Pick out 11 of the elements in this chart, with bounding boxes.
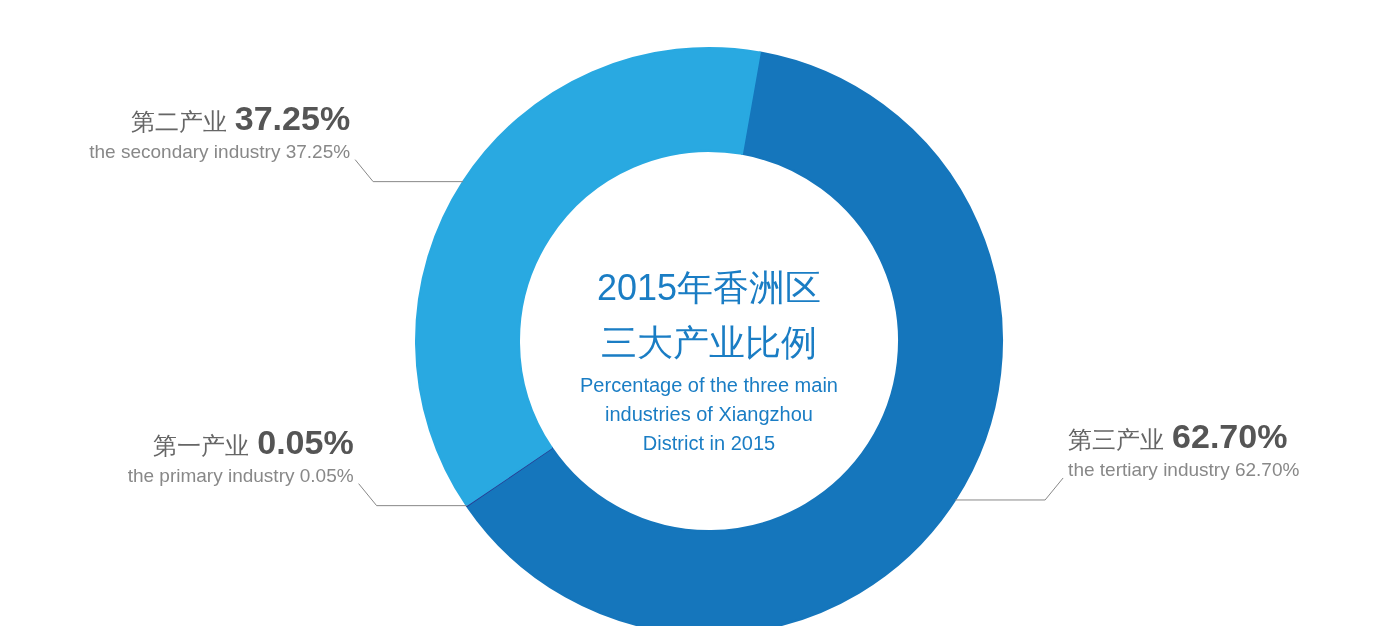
text: Percentage of the three main industries of Xiangzhou District in 2015 <box>580 374 838 454</box>
data-label: 0.05% <box>257 422 354 461</box>
data-label: 62.70% <box>1172 416 1288 455</box>
slice-label: 第二产业 <box>130 107 227 135</box>
text: the tertiary industry 62.70% <box>1068 458 1300 480</box>
text: 2015年香洲区三大产业比例 <box>596 267 822 363</box>
text: the primary industry 0.05% <box>127 464 354 486</box>
slice-label: 第一产业 <box>153 431 250 459</box>
data-label: 37.25% <box>234 98 351 137</box>
slice-label: 第三产业 <box>1068 425 1165 453</box>
text: the secondary industry 37.25% <box>89 140 351 162</box>
